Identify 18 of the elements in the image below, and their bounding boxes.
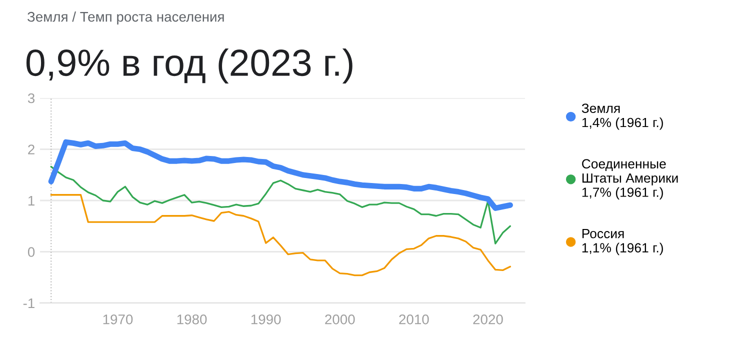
x-tick-label: 2010 <box>399 314 429 324</box>
x-tick-label: 2020 <box>473 314 503 324</box>
line-series <box>50 194 512 276</box>
y-tick-label: 2 <box>28 144 34 154</box>
y-tick-label: 3 <box>28 93 35 104</box>
y-tick-label: 1 <box>28 196 34 206</box>
legend-label: Земля 1,4% (1961 г.) <box>582 104 663 130</box>
x-tick-label: 2000 <box>325 314 355 324</box>
x-tick-label: 1990 <box>251 314 281 324</box>
x-tick-label: 1970 <box>103 314 133 324</box>
legend-label: Россия 1,1% (1961 г.) <box>582 229 663 256</box>
y-tick-label: 0 <box>28 247 35 257</box>
line-series <box>50 166 512 244</box>
chart-title: 0,9% в год (2023 г.) <box>26 48 352 84</box>
x-tick-label: 1980 <box>177 314 207 324</box>
legend-label: Соединенные Штаты Америки 1,7% (1961 г.) <box>582 159 678 200</box>
y-tick-label: -1 <box>23 298 34 308</box>
chart-subtitle: Земля / Темп роста населения <box>27 12 224 24</box>
